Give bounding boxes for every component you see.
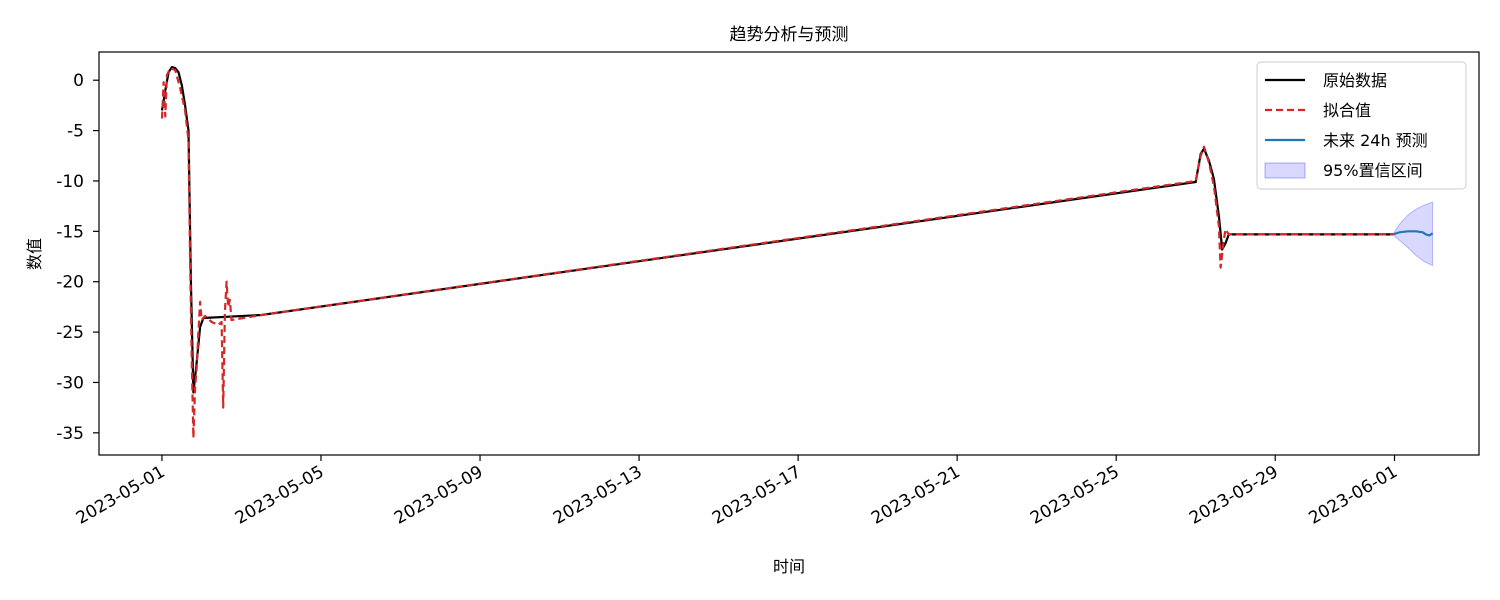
chart-title: 趋势分析与预测 — [730, 25, 849, 45]
legend-label-fitted: 拟合值 — [1323, 101, 1371, 120]
y-tick-label: 0 — [73, 71, 84, 91]
y-tick-label: -20 — [56, 273, 84, 293]
x-axis-label: 时间 — [773, 557, 805, 576]
legend-box — [1256, 61, 1467, 190]
y-tick-label: -35 — [56, 424, 84, 444]
y-tick-label: -30 — [56, 373, 84, 393]
axes-frame — [98, 51, 1480, 456]
legend-label-ci: 95%置信区间 — [1323, 161, 1423, 180]
legend-swatch-ci — [1264, 162, 1306, 179]
legend-label-forecast: 未来 24h 预测 — [1323, 131, 1428, 150]
y-axis-label: 数值 — [25, 238, 44, 270]
series-line-fitted — [160, 66, 1393, 439]
y-tick-label: -15 — [56, 222, 84, 242]
y-tick-label: -5 — [67, 122, 84, 142]
y-tick-label: -25 — [56, 323, 84, 343]
plot-area — [98, 51, 1480, 456]
series-layer — [160, 65, 1434, 439]
legend-label-original: 原始数据 — [1323, 71, 1387, 90]
legend: 原始数据 拟合值 未来 24h 预测 95%置信区间 — [1256, 61, 1467, 190]
y-axis-ticks: 0 -5 -10 -15 -20 -25 -30 -35 — [56, 71, 99, 444]
y-tick-label: -10 — [56, 172, 84, 192]
series-line-original — [160, 65, 1393, 394]
series-line-forecast — [1392, 230, 1434, 237]
